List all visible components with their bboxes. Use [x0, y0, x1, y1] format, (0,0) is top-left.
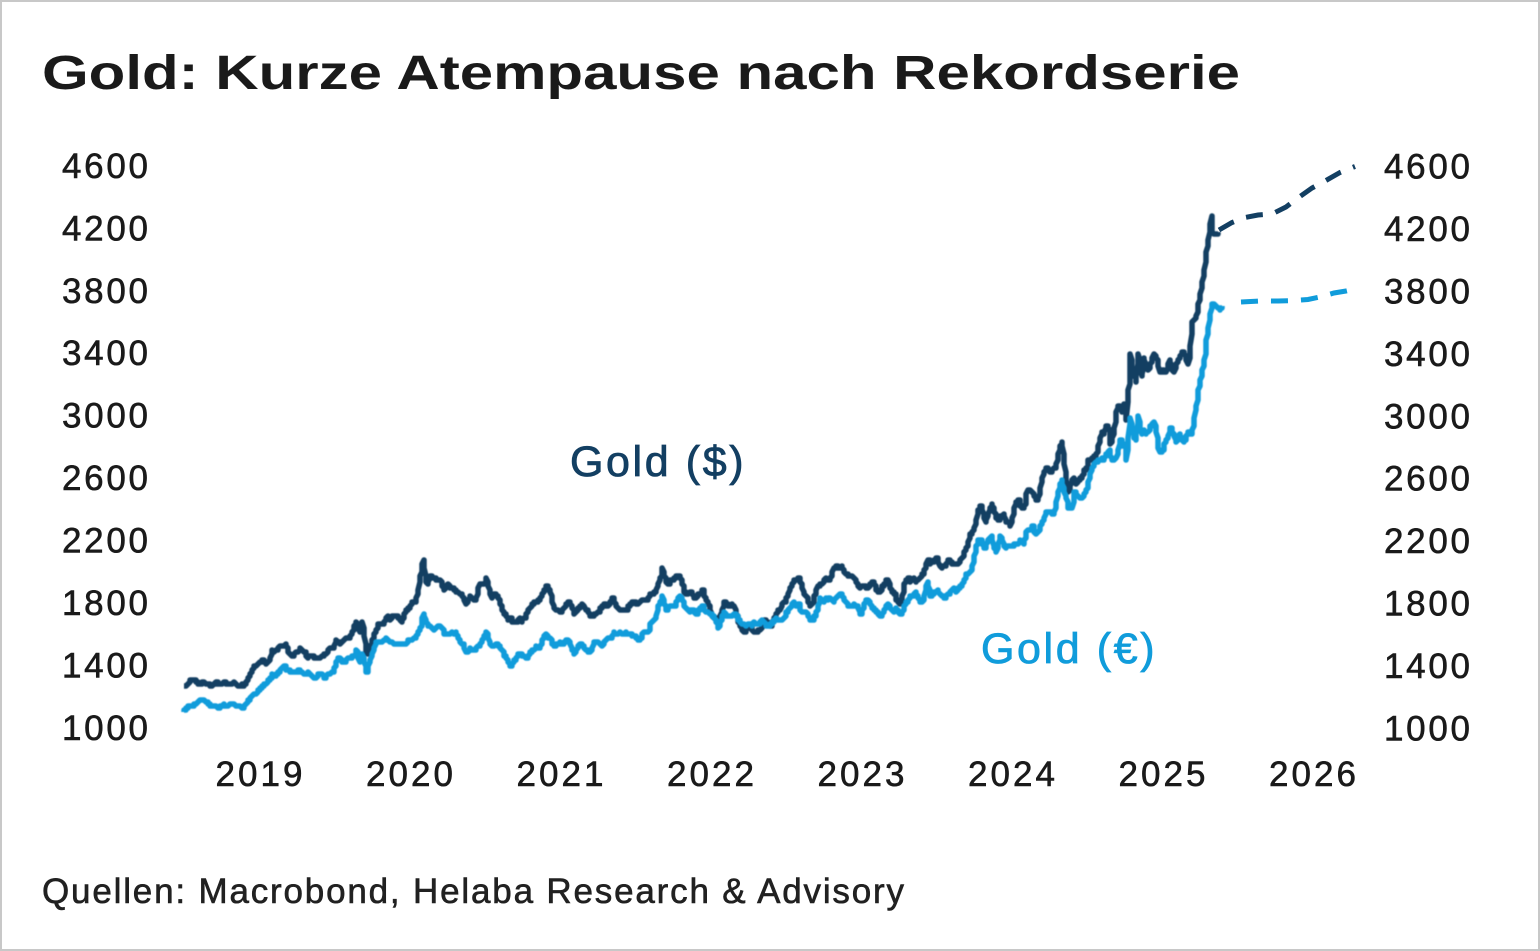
svg-text:2019: 2019: [216, 755, 303, 794]
svg-text:2022: 2022: [667, 755, 754, 794]
svg-text:1400: 1400: [1384, 647, 1470, 686]
svg-text:2020: 2020: [366, 755, 453, 794]
svg-text:2021: 2021: [517, 755, 604, 794]
svg-text:3000: 3000: [62, 397, 148, 436]
svg-text:1000: 1000: [62, 709, 148, 748]
svg-text:2023: 2023: [818, 755, 905, 794]
svg-text:4200: 4200: [62, 209, 148, 248]
svg-text:2026: 2026: [1269, 755, 1356, 794]
svg-text:2600: 2600: [1384, 460, 1470, 499]
svg-text:4600: 4600: [62, 147, 148, 186]
svg-text:4200: 4200: [1384, 210, 1470, 249]
svg-text:Gold ($): Gold ($): [570, 438, 746, 486]
svg-text:2200: 2200: [62, 522, 148, 561]
svg-text:3000: 3000: [1384, 397, 1470, 436]
svg-text:2200: 2200: [1384, 522, 1470, 561]
svg-text:2024: 2024: [968, 755, 1055, 794]
svg-text:1400: 1400: [62, 646, 148, 685]
svg-text:1800: 1800: [62, 584, 148, 623]
svg-text:1000: 1000: [1384, 710, 1470, 749]
svg-text:1800: 1800: [1384, 585, 1470, 624]
svg-text:3800: 3800: [62, 272, 148, 311]
svg-text:3400: 3400: [1384, 335, 1470, 374]
svg-text:2600: 2600: [62, 459, 148, 498]
svg-text:4600: 4600: [1384, 148, 1470, 187]
svg-text:3400: 3400: [62, 334, 148, 373]
svg-text:3800: 3800: [1384, 272, 1470, 311]
svg-text:2025: 2025: [1119, 755, 1206, 794]
svg-text:Gold (€): Gold (€): [981, 625, 1157, 673]
svg-text:Quellen: Macrobond, Helaba Res: Quellen: Macrobond, Helaba Research & Ad…: [42, 872, 905, 911]
svg-text:Gold: Kurze Atempause nach Rek: Gold: Kurze Atempause nach Rekordserie: [42, 47, 1240, 100]
